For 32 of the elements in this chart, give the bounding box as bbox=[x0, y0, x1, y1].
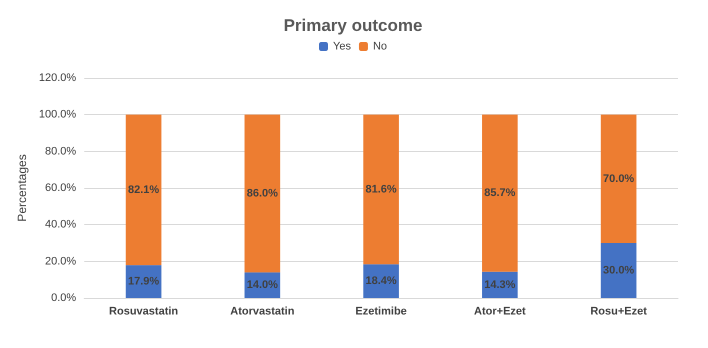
x-tick-label: Ator+Ezet bbox=[474, 306, 526, 318]
legend-label: Yes bbox=[332, 40, 352, 52]
data-label: 70.0% bbox=[603, 172, 634, 185]
data-label: 85.7% bbox=[484, 187, 516, 200]
bar bbox=[126, 114, 162, 266]
y-axis-title: Percentages bbox=[15, 154, 29, 222]
y-tick-label: 20.0% bbox=[45, 255, 76, 268]
data-label: 86.0% bbox=[246, 188, 278, 200]
x-tick-label: Rosuvastatin bbox=[109, 306, 178, 318]
data-label: 14.0% bbox=[246, 279, 278, 292]
bar bbox=[482, 114, 518, 272]
y-tick-label: 100.0% bbox=[38, 108, 76, 121]
y-tick-label: 0.0% bbox=[51, 292, 76, 304]
x-tick-label: Ezetimibe bbox=[355, 306, 407, 318]
legend-label: No bbox=[372, 40, 388, 52]
x-tick-label: Atorvastatin bbox=[230, 306, 295, 318]
bar bbox=[363, 114, 399, 264]
data-label: 18.4% bbox=[366, 275, 397, 288]
data-label: 30.0% bbox=[603, 264, 634, 276]
y-tick-label: 80.0% bbox=[45, 145, 76, 158]
data-label: 81.6% bbox=[366, 183, 397, 196]
y-tick-label: 40.0% bbox=[45, 218, 76, 231]
y-tick-label: 60.0% bbox=[45, 182, 76, 194]
chart-title: Primary outcome bbox=[284, 16, 422, 35]
bar bbox=[600, 114, 636, 243]
data-label: 14.3% bbox=[484, 278, 516, 291]
bar bbox=[244, 114, 280, 272]
data-label: 82.1% bbox=[128, 184, 160, 196]
x-tick-label: Rosu+Ezet bbox=[590, 306, 648, 318]
y-tick-label: 120.0% bbox=[38, 72, 76, 84]
data-label: 17.9% bbox=[128, 276, 160, 288]
bar bbox=[600, 243, 636, 298]
